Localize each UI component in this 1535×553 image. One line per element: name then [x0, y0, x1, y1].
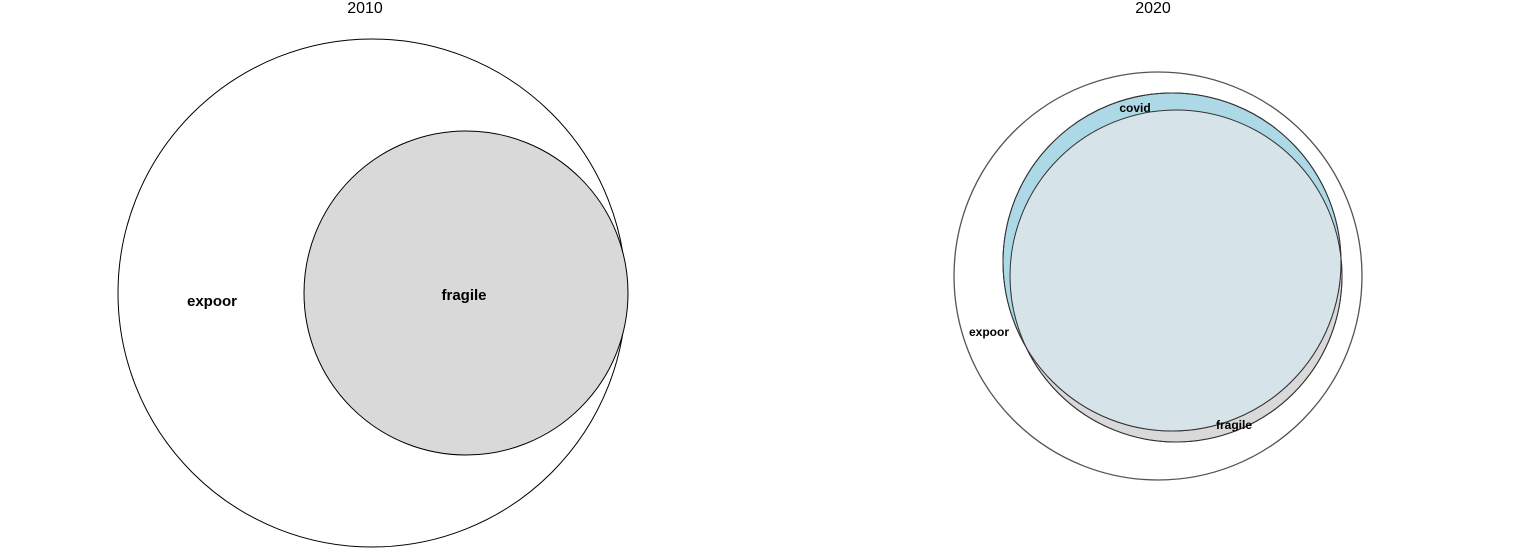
panel-2020: 2020 expoor covid fragile [953, 0, 1363, 481]
panel-title-2020: 2020 [1135, 0, 1171, 17]
set-label-covid-2020: covid [1119, 101, 1150, 115]
set-overlap-covid-fragile-2020 [1010, 110, 1341, 431]
set-label-expoor-2020: expoor [969, 325, 1009, 339]
set-label-fragile-2020: fragile [1216, 418, 1252, 432]
set-outline-covid-2020 [1002, 92, 1342, 432]
set-circle-fragile-2010 [303, 130, 629, 456]
set-label-fragile-2010: fragile [441, 287, 486, 304]
panel-title-2010: 2010 [347, 0, 383, 17]
panel-2010: 2010 expoor fragile [117, 0, 629, 548]
set-outline-fragile-2020 [1009, 109, 1343, 443]
set-label-expoor-2010: expoor [187, 293, 237, 310]
